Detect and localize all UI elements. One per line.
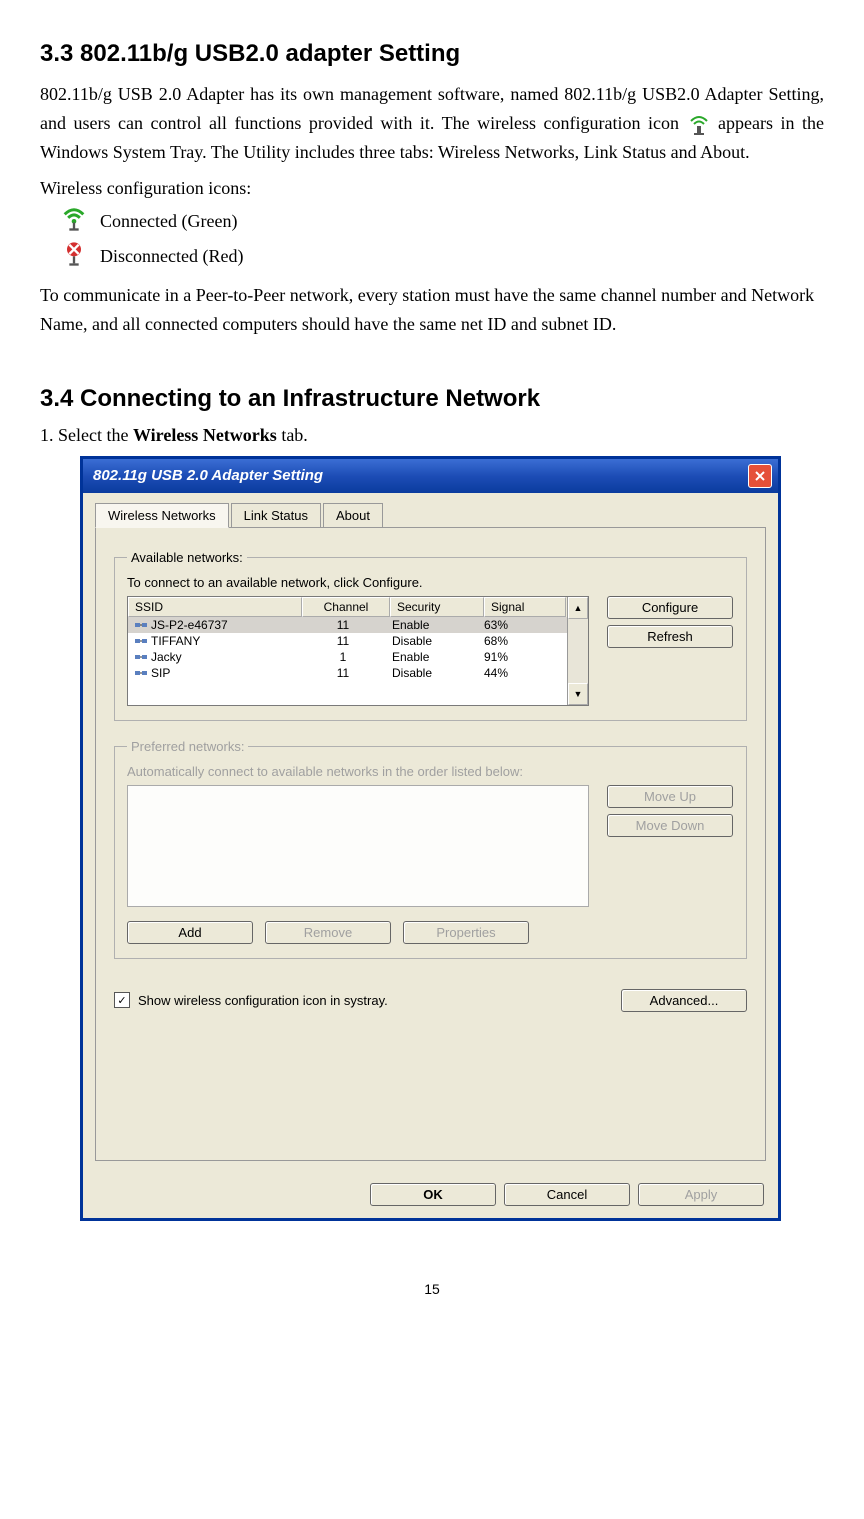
remove-button: Remove (265, 921, 391, 944)
systray-label: Show wireless configuration icon in syst… (138, 993, 388, 1008)
ok-button[interactable]: OK (370, 1183, 496, 1206)
move-down-button: Move Down (607, 814, 733, 837)
icon-disconnected-row: Disconnected (Red) (60, 240, 824, 273)
header-security[interactable]: Security (390, 597, 484, 617)
tab-wireless-networks[interactable]: Wireless Networks (95, 503, 229, 528)
icon-disconnected-label: Disconnected (Red) (100, 246, 243, 267)
icon-connected-row: Connected (Green) (60, 205, 824, 238)
preferred-legend: Preferred networks: (127, 739, 248, 754)
add-button[interactable]: Add (127, 921, 253, 944)
header-signal[interactable]: Signal (484, 597, 566, 617)
tab-strip: Wireless Networks Link Status About (95, 503, 766, 528)
cell-security: Enable (386, 649, 478, 665)
step-1: 1. Select the Wireless Networks tab. (40, 425, 824, 446)
cell-ssid: TIFFANY (151, 634, 200, 648)
dialog-button-bar: OK Cancel Apply (83, 1173, 778, 1218)
cell-security: Disable (386, 633, 478, 649)
header-ssid[interactable]: SSID (128, 597, 302, 617)
cell-signal: 91% (478, 649, 558, 665)
network-icon (134, 635, 148, 647)
step1-bold: Wireless Networks (133, 425, 277, 445)
table-row[interactable]: TIFFANY 11 Disable 68% (128, 633, 567, 649)
adapter-setting-dialog: 802.11g USB 2.0 Adapter Setting Wireless… (80, 456, 781, 1221)
cell-security: Enable (386, 617, 478, 633)
wifi-tray-icon (687, 113, 711, 137)
cell-signal: 63% (478, 617, 558, 633)
table-row[interactable]: Jacky 1 Enable 91% (128, 649, 567, 665)
configure-button[interactable]: Configure (607, 596, 733, 619)
preferred-networks-group: Preferred networks: Automatically connec… (114, 739, 747, 959)
section-3-3-title: 3.3 802.11b/g USB2.0 adapter Setting (40, 40, 824, 68)
preferred-hint: Automatically connect to available netwo… (127, 764, 734, 779)
dialog-titlebar: 802.11g USB 2.0 Adapter Setting (83, 459, 778, 493)
cancel-button[interactable]: Cancel (504, 1183, 630, 1206)
page-number: 15 (40, 1281, 824, 1297)
network-icon (134, 619, 148, 631)
wifi-connected-icon (60, 205, 88, 238)
systray-checkbox-row[interactable]: ✓ Show wireless configuration icon in sy… (114, 992, 388, 1008)
advanced-button[interactable]: Advanced... (621, 989, 747, 1012)
table-row[interactable]: SIP 11 Disable 44% (128, 665, 567, 681)
refresh-button[interactable]: Refresh (607, 625, 733, 648)
scroll-up-button[interactable]: ▲ (568, 597, 588, 619)
section-3-4-title: 3.4 Connecting to an Infrastructure Netw… (40, 385, 824, 413)
apply-button: Apply (638, 1183, 764, 1206)
available-networks-group: Available networks: To connect to an ava… (114, 550, 747, 721)
cell-channel: 1 (300, 649, 386, 665)
properties-button: Properties (403, 921, 529, 944)
cell-signal: 68% (478, 633, 558, 649)
wifi-disconnected-icon (60, 240, 88, 273)
cell-ssid: SIP (151, 666, 170, 680)
move-up-button: Move Up (607, 785, 733, 808)
cell-ssid: Jacky (151, 650, 182, 664)
section-3-3-para1: 802.11b/g USB 2.0 Adapter has its own ma… (40, 80, 824, 166)
network-icon (134, 651, 148, 663)
close-button[interactable] (748, 464, 772, 488)
header-channel[interactable]: Channel (302, 597, 390, 617)
scrollbar[interactable]: ▲ ▼ (567, 597, 588, 705)
cell-signal: 44% (478, 665, 558, 681)
cell-channel: 11 (300, 665, 386, 681)
preferred-networks-list (127, 785, 589, 907)
icons-heading: Wireless configuration icons: (40, 174, 824, 203)
table-row[interactable]: JS-P2-e46737 11 Enable 63% (128, 617, 567, 633)
cell-ssid: JS-P2-e46737 (151, 618, 228, 632)
cell-channel: 11 (300, 617, 386, 633)
step1-suffix: tab. (277, 425, 308, 445)
available-hint: To connect to an available network, clic… (127, 575, 734, 590)
network-icon (134, 667, 148, 679)
step1-prefix: 1. Select the (40, 425, 133, 445)
scroll-down-button[interactable]: ▼ (568, 683, 588, 705)
icon-connected-label: Connected (Green) (100, 211, 237, 232)
available-networks-list[interactable]: SSID Channel Security Signal JS-P2-e4673… (127, 596, 589, 706)
systray-checkbox[interactable]: ✓ (114, 992, 130, 1008)
tab-about[interactable]: About (323, 503, 383, 527)
table-header: SSID Channel Security Signal (128, 597, 567, 617)
section-3-3-para2: To communicate in a Peer-to-Peer network… (40, 281, 824, 339)
available-legend: Available networks: (127, 550, 247, 565)
cell-channel: 11 (300, 633, 386, 649)
tab-content: Available networks: To connect to an ava… (95, 528, 766, 1161)
dialog-title: 802.11g USB 2.0 Adapter Setting (93, 467, 323, 484)
tab-link-status[interactable]: Link Status (231, 503, 321, 527)
cell-security: Disable (386, 665, 478, 681)
